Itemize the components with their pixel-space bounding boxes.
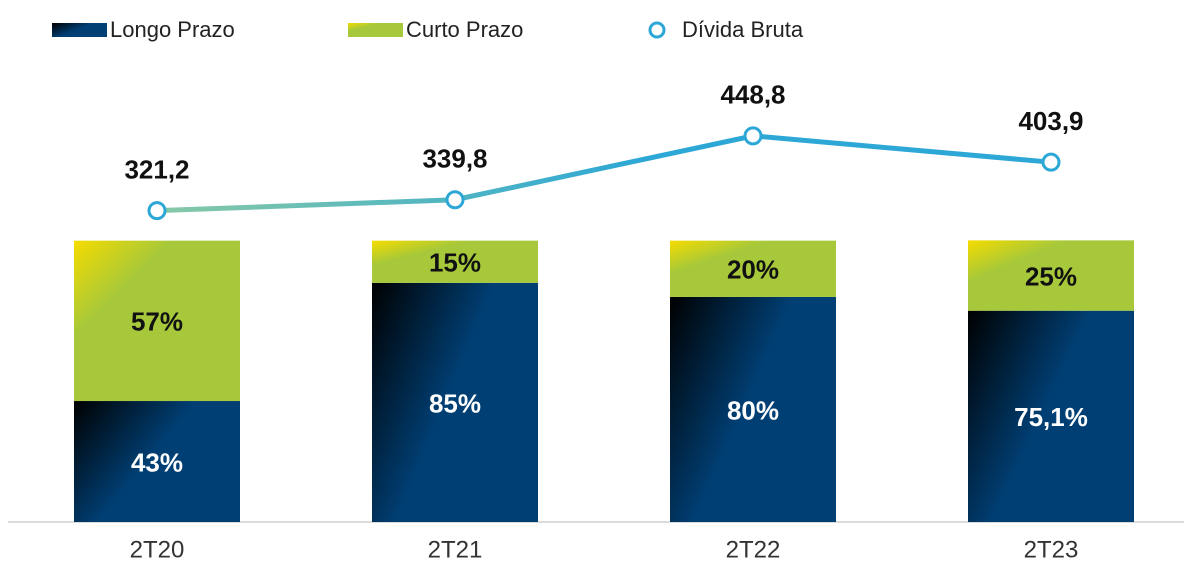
legend-label: Longo Prazo — [110, 17, 235, 42]
data-label: 25% — [1025, 261, 1077, 291]
data-label: 403,9 — [1018, 106, 1083, 136]
legend-marker — [648, 21, 666, 39]
bar-segment — [74, 240, 240, 402]
line-marker — [147, 201, 167, 221]
line-marker — [1041, 152, 1061, 172]
line-marker — [743, 126, 763, 146]
data-label: 57% — [131, 307, 183, 337]
legend-swatch — [52, 23, 107, 37]
x-tick-label: 2T22 — [726, 536, 781, 563]
legend-label: Curto Prazo — [406, 17, 523, 42]
data-label: 448,8 — [720, 80, 785, 110]
data-label: 85% — [429, 388, 481, 418]
data-label: 80% — [727, 395, 779, 425]
bar-segment — [372, 240, 538, 283]
x-tick-label: 2T21 — [428, 536, 483, 563]
data-label: 321,2 — [124, 155, 189, 185]
legend-swatch — [348, 23, 403, 37]
line-marker — [445, 190, 465, 210]
bar-segment — [968, 310, 1134, 522]
bar-segment — [74, 401, 240, 522]
line — [156, 133, 1052, 214]
data-label: 339,8 — [422, 144, 487, 174]
bar-segment — [372, 282, 538, 522]
x-tick-label: 2T23 — [1024, 536, 1079, 563]
bar-segment — [670, 240, 836, 297]
bar-segment — [670, 296, 836, 522]
data-label: 20% — [727, 255, 779, 285]
data-label: 15% — [429, 248, 481, 278]
x-tick-label: 2T20 — [130, 536, 185, 563]
data-label: 75,1% — [1014, 402, 1088, 432]
data-label: 43% — [131, 447, 183, 477]
legend-label: Dívida Bruta — [682, 17, 804, 42]
bar-segment — [968, 240, 1134, 311]
